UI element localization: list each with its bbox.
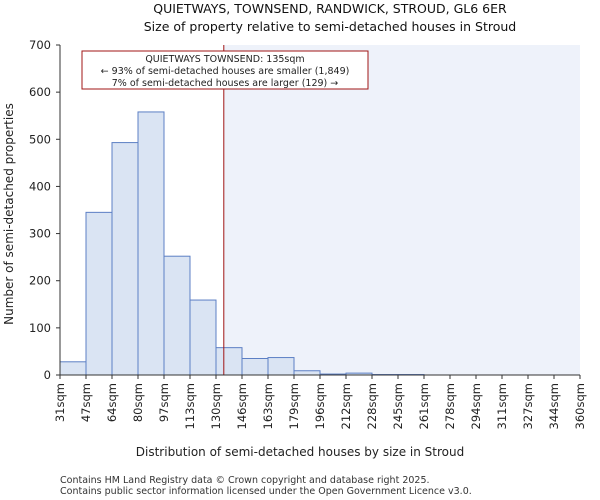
x-tick-label: 64sqm: [105, 383, 119, 422]
x-tick-label: 163sqm: [261, 383, 275, 429]
x-tick-label: 113sqm: [183, 383, 197, 429]
bar: [267, 357, 295, 376]
bar: [163, 255, 191, 376]
footer-line-1: Contains HM Land Registry data © Crown c…: [60, 475, 430, 486]
larger-region-shade: [223, 45, 581, 375]
annotation-border: [81, 50, 369, 90]
x-tick-label: 47sqm: [79, 383, 93, 422]
footer-line-2: Contains public sector information licen…: [60, 486, 472, 497]
bar: [59, 361, 87, 376]
chart-title: QUIETWAYS, TOWNSEND, RANDWICK, STROUD, G…: [153, 1, 507, 16]
bar: [137, 111, 165, 376]
x-tick-label: 344sqm: [547, 383, 561, 429]
x-tick-label: 228sqm: [365, 383, 379, 429]
x-tick-label: 311sqm: [495, 383, 509, 429]
annotation-line-2: ← 93% of semi-detached houses are smalle…: [101, 66, 350, 77]
chart-subtitle: Size of property relative to semi-detach…: [144, 19, 516, 34]
x-tick-label: 179sqm: [287, 383, 301, 429]
x-tick-label: 97sqm: [157, 383, 171, 422]
bar: [241, 358, 269, 376]
x-tick-label: 31sqm: [53, 383, 67, 422]
x-tick-label: 212sqm: [339, 383, 353, 429]
annotation-line-3: 7% of semi-detached houses are larger (1…: [112, 78, 339, 89]
x-ticks-group: 31sqm 47sqm 64sqm 80sqm 97sqm 113sqm 130sqm 146…: [53, 375, 587, 429]
y-tick-label: 600: [29, 85, 51, 99]
x-axis-title: Distribution of semi-detached houses by …: [136, 445, 464, 459]
x-tick-label: 294sqm: [469, 383, 483, 429]
plot-area: 0 100 200 300 400 500 600 700 31sqm 47sqm 64sqm 80…: [29, 38, 587, 429]
y-tick-label: 100: [29, 321, 51, 335]
bar: [189, 299, 217, 376]
bar: [215, 347, 243, 376]
x-tick-label: 130sqm: [209, 383, 223, 429]
x-tick-label: 360sqm: [573, 383, 587, 429]
x-tick-label: 278sqm: [443, 383, 457, 429]
bars-group: [59, 111, 425, 376]
annotation-box: QUIETWAYS TOWNSEND: 135sqm ← 93% of semi…: [81, 50, 369, 90]
y-tick-label: 300: [29, 227, 51, 241]
bar: [85, 211, 113, 376]
y-tick-label: 500: [29, 132, 51, 146]
x-tick-label: 146sqm: [235, 383, 249, 429]
x-tick-label: 261sqm: [417, 383, 431, 429]
y-tick-label: 400: [29, 179, 51, 193]
y-tick-label: 0: [44, 368, 51, 382]
y-ticks-group: 0 100 200 300 400 500 600 700: [29, 38, 60, 382]
y-tick-label: 200: [29, 274, 51, 288]
x-tick-label: 245sqm: [391, 383, 405, 429]
y-tick-label: 700: [29, 38, 51, 52]
annotation-line-1: QUIETWAYS TOWNSEND: 135sqm: [145, 54, 304, 65]
x-tick-label: 327sqm: [521, 383, 535, 429]
bar: [293, 370, 321, 376]
y-axis-title: Number of semi-detached properties: [2, 103, 16, 325]
bar: [111, 142, 139, 376]
x-tick-label: 196sqm: [313, 383, 327, 429]
x-tick-label: 80sqm: [131, 383, 145, 422]
